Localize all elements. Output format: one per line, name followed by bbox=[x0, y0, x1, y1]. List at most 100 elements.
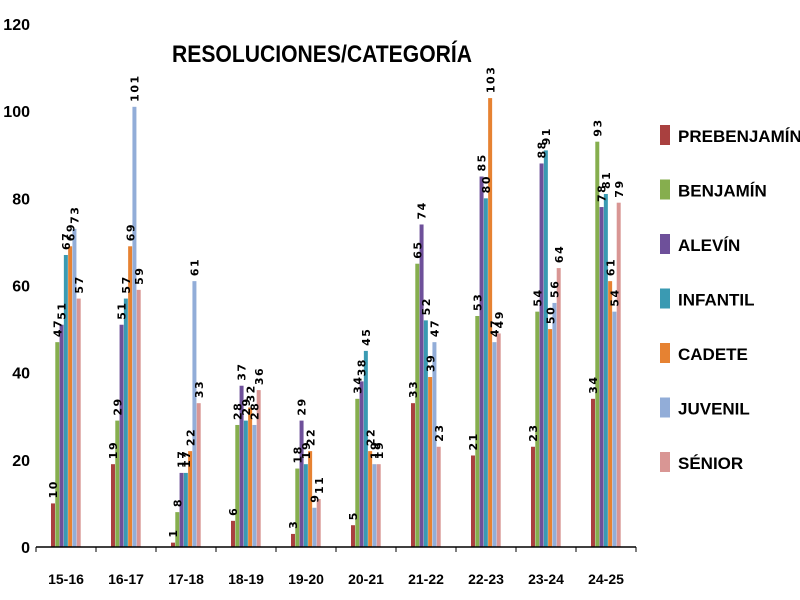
bar bbox=[119, 324, 124, 547]
data-label: 34 bbox=[587, 376, 600, 394]
data-label: 80 bbox=[480, 175, 493, 193]
x-tick-label: 17-18 bbox=[168, 571, 204, 587]
x-tick-label: 18-19 bbox=[228, 571, 264, 587]
data-label: 8 bbox=[171, 498, 184, 507]
bar bbox=[63, 254, 68, 548]
data-label: 79 bbox=[613, 179, 626, 197]
data-label: 33 bbox=[407, 380, 420, 398]
data-label: 74 bbox=[416, 201, 429, 219]
bar bbox=[359, 381, 364, 547]
data-label: 1 bbox=[167, 528, 180, 537]
x-tick-label: 19-20 bbox=[288, 571, 324, 587]
data-label: 3 bbox=[287, 520, 300, 529]
bar bbox=[496, 333, 501, 547]
bar bbox=[192, 281, 197, 547]
bar bbox=[175, 512, 180, 547]
data-label: 47 bbox=[429, 319, 442, 337]
data-label: 10 bbox=[47, 480, 60, 498]
bar bbox=[488, 98, 493, 547]
data-label: 78 bbox=[596, 184, 609, 202]
data-label: 22 bbox=[304, 428, 317, 446]
data-label: 19 bbox=[300, 441, 313, 459]
data-label: 88 bbox=[536, 140, 549, 158]
data-label: 23 bbox=[527, 423, 540, 441]
bar bbox=[295, 468, 300, 547]
y-tick-label: 120 bbox=[3, 17, 30, 34]
bar bbox=[123, 298, 128, 547]
data-label: 57 bbox=[73, 275, 86, 293]
bar bbox=[419, 224, 424, 548]
bar bbox=[248, 407, 253, 547]
data-label: 93 bbox=[591, 118, 604, 136]
legend: PREBENJAMÍN BENJAMÍN ALEVÍN INFANTIL CADETE J… bbox=[660, 125, 800, 473]
data-label: 37 bbox=[236, 362, 249, 380]
data-label: 103 bbox=[484, 66, 497, 93]
y-tick-label: 60 bbox=[12, 279, 30, 296]
bar bbox=[428, 377, 433, 547]
legend-label: SÉNIOR bbox=[678, 454, 743, 473]
x-tick-label: 23-24 bbox=[528, 571, 564, 587]
bar bbox=[543, 150, 548, 547]
data-label: 19 bbox=[373, 441, 386, 459]
legend-label: BENJAMÍN bbox=[678, 182, 767, 201]
bar bbox=[531, 446, 535, 547]
legend-swatch bbox=[660, 179, 670, 200]
bar bbox=[368, 451, 373, 547]
bar bbox=[423, 320, 428, 547]
bar bbox=[136, 289, 141, 547]
data-label: 39 bbox=[424, 354, 437, 372]
data-label: 53 bbox=[471, 293, 484, 311]
data-label: 19 bbox=[369, 441, 382, 459]
data-label: 69 bbox=[64, 223, 77, 241]
legend-label: JUVENIL bbox=[678, 400, 750, 419]
bar bbox=[72, 228, 77, 547]
data-label: 49 bbox=[493, 310, 506, 328]
bar bbox=[556, 268, 561, 547]
data-label: 38 bbox=[356, 358, 369, 376]
data-label: 47 bbox=[489, 319, 502, 337]
bar bbox=[183, 472, 188, 547]
bar bbox=[252, 424, 257, 547]
x-tick-label: 16-17 bbox=[108, 571, 144, 587]
data-label: 9 bbox=[309, 494, 322, 503]
legend-swatch bbox=[660, 343, 670, 363]
y-tick-label: 40 bbox=[12, 366, 30, 383]
bar bbox=[68, 246, 73, 547]
data-label: 73 bbox=[69, 206, 82, 224]
data-label: 11 bbox=[313, 476, 326, 494]
data-label: 61 bbox=[604, 258, 617, 276]
data-label: 65 bbox=[411, 240, 424, 258]
data-label: 19 bbox=[107, 441, 120, 459]
bar bbox=[171, 542, 175, 547]
bar bbox=[351, 525, 355, 547]
x-tick-label: 22-23 bbox=[468, 571, 504, 587]
legend-label: PREBENJAMÍN bbox=[678, 127, 800, 146]
data-label: 85 bbox=[476, 153, 489, 171]
bar bbox=[59, 324, 64, 547]
bar bbox=[591, 398, 595, 547]
bar bbox=[51, 503, 55, 547]
bar bbox=[548, 329, 553, 547]
bar bbox=[243, 420, 248, 547]
data-label: 18 bbox=[291, 445, 304, 463]
legend-swatch bbox=[660, 288, 670, 309]
bar bbox=[55, 342, 60, 547]
bar bbox=[312, 507, 317, 547]
data-label: 23 bbox=[433, 423, 446, 441]
bar bbox=[411, 403, 415, 547]
y-tick-label: 0 bbox=[21, 540, 30, 557]
bar bbox=[595, 141, 600, 547]
data-label: 81 bbox=[600, 171, 613, 189]
bar bbox=[303, 464, 308, 547]
x-tick-label: 20-21 bbox=[348, 571, 384, 587]
bar bbox=[256, 390, 261, 547]
data-label: 47 bbox=[51, 319, 64, 337]
bar bbox=[299, 420, 304, 547]
bar bbox=[355, 398, 360, 547]
data-label: 36 bbox=[253, 367, 266, 385]
data-label: 57 bbox=[120, 275, 133, 293]
data-label: 101 bbox=[129, 74, 142, 101]
bar bbox=[231, 520, 235, 547]
data-label: 21 bbox=[467, 432, 480, 450]
